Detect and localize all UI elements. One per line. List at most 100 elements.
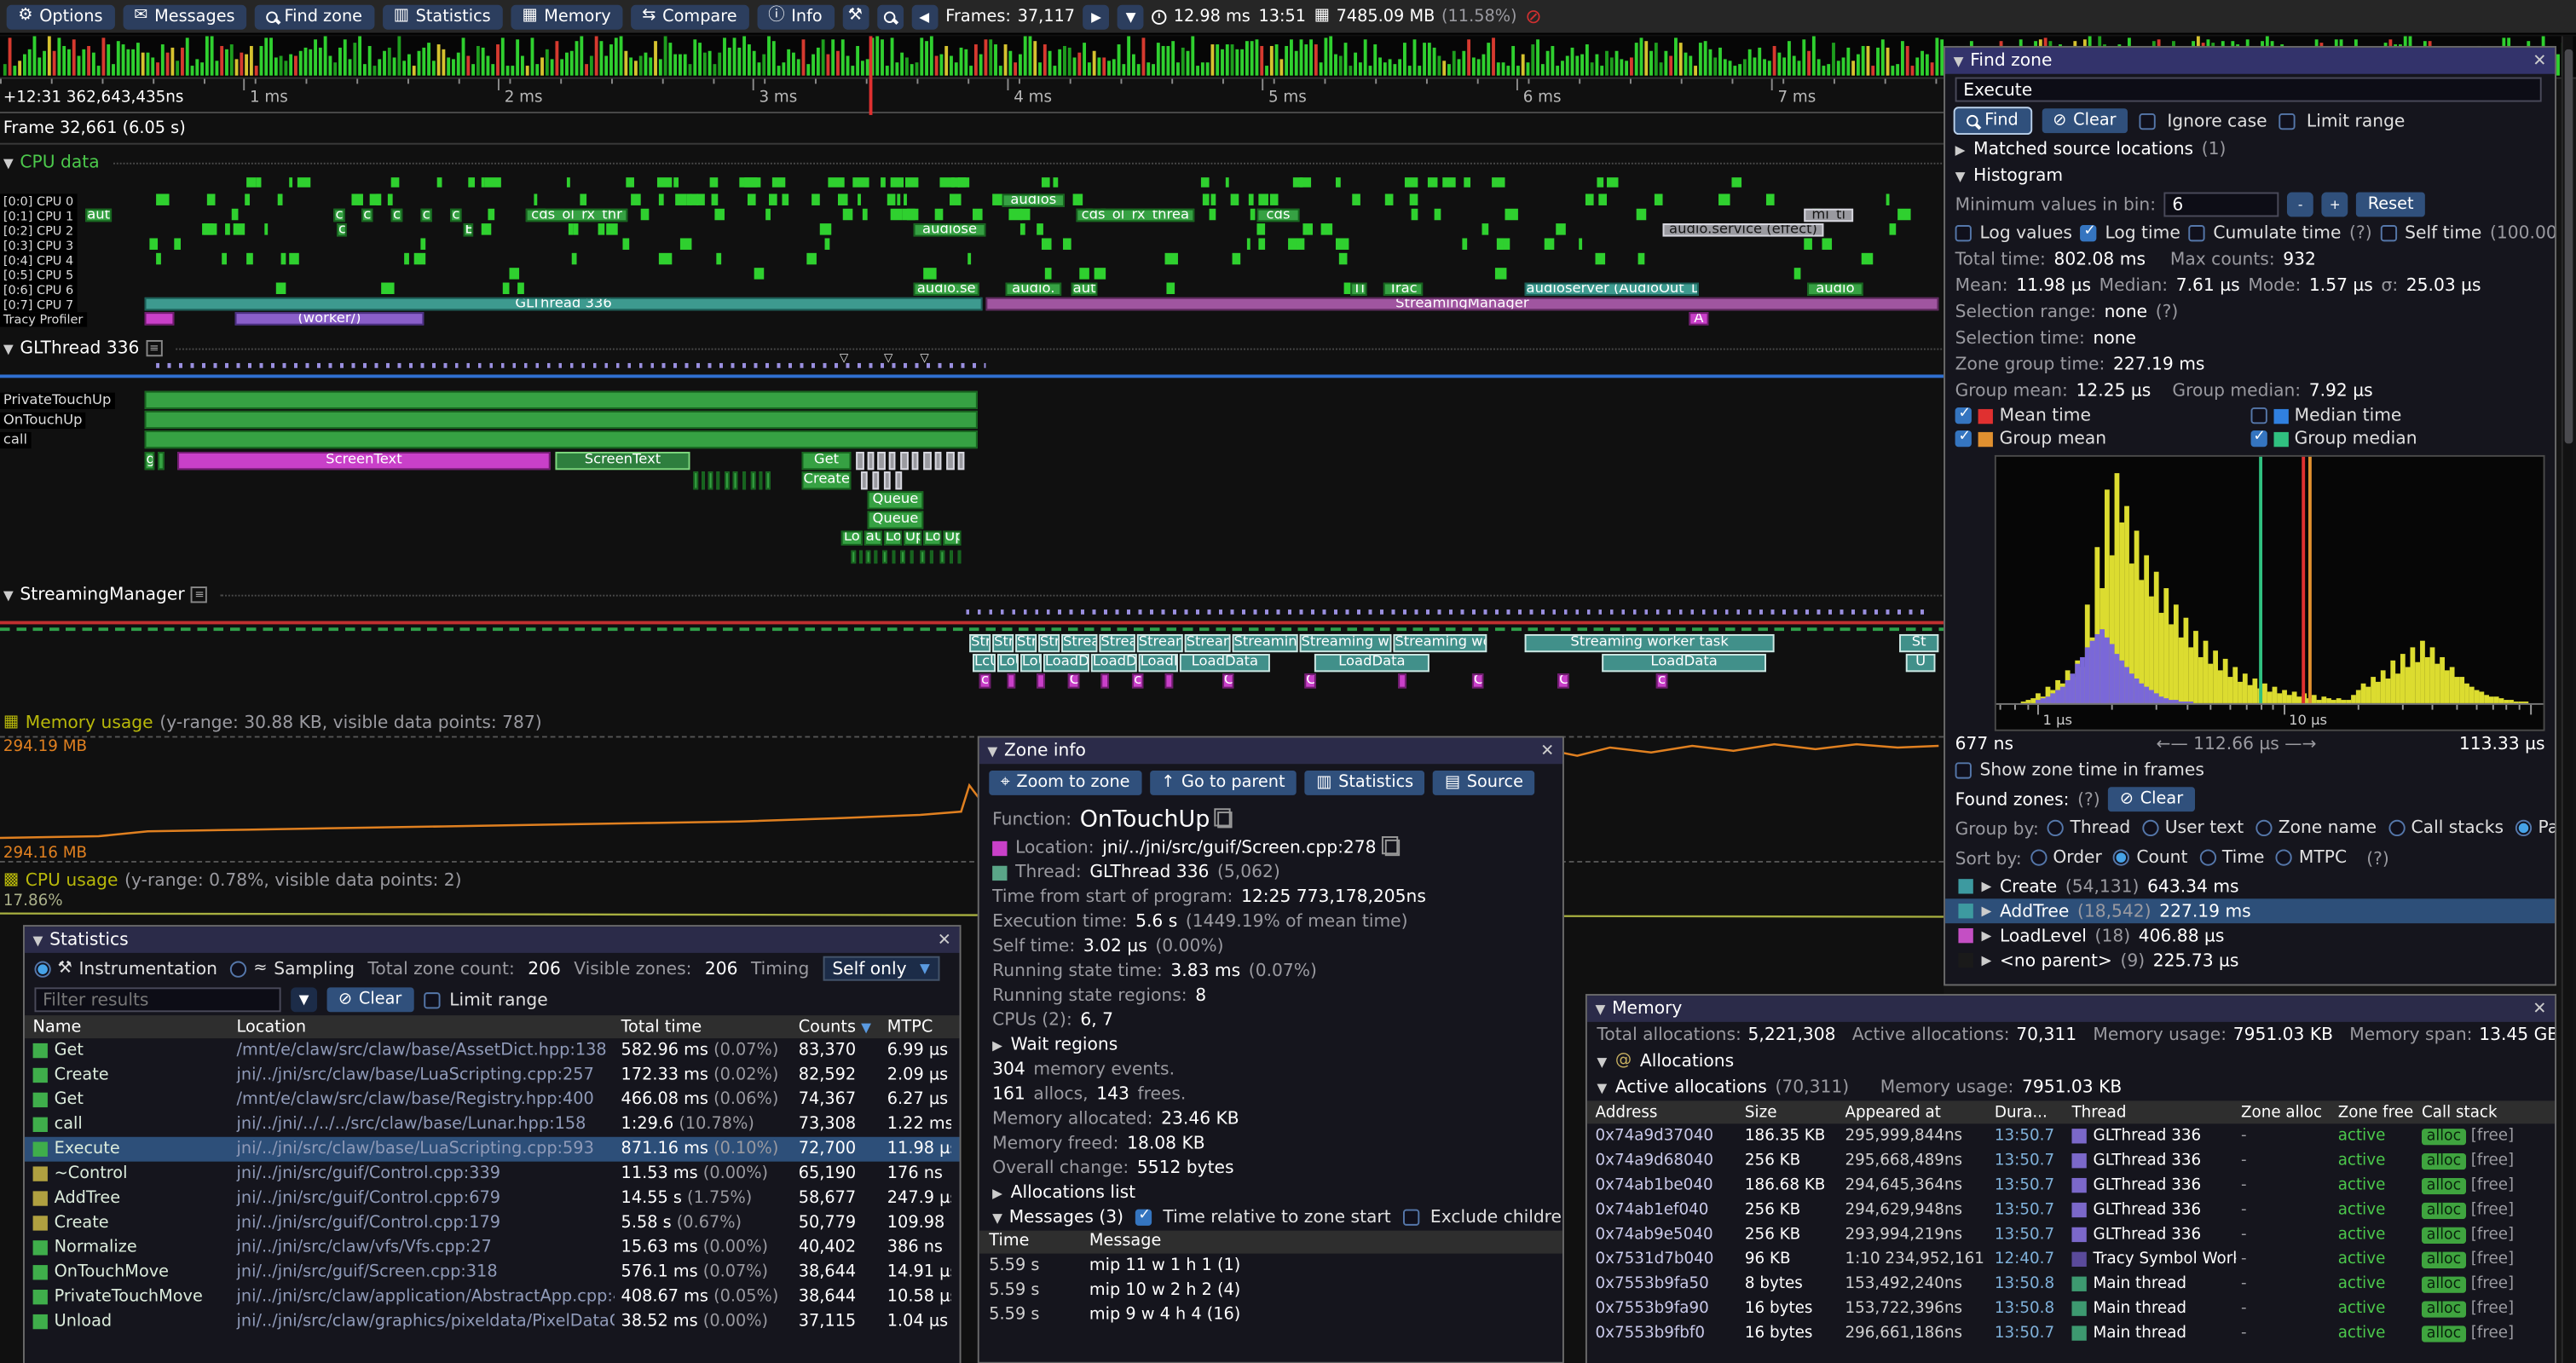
memory-usage-plot[interactable] xyxy=(0,736,1944,863)
cpu-activity-segment[interactable] xyxy=(469,177,476,188)
frame-bar[interactable] xyxy=(1684,52,1688,76)
frame-bar[interactable] xyxy=(373,66,377,76)
cpu-activity-segment[interactable] xyxy=(277,193,283,205)
frame-bar[interactable] xyxy=(585,64,589,76)
timeline-zone[interactable]: LoU xyxy=(1019,654,1042,673)
frame-bar[interactable] xyxy=(412,66,416,76)
frame-bar[interactable] xyxy=(456,52,460,76)
cpu-activity-segment[interactable] xyxy=(1543,238,1554,250)
message-row[interactable]: 5.59 s mip 11 w 1 h 1 (1) xyxy=(979,1253,1562,1278)
frame-bar[interactable] xyxy=(505,66,510,76)
memory-row[interactable]: 0x74a9d68040 256 KB 295,668,489ns 13:50.7 GL… xyxy=(1587,1148,2555,1173)
frame-bar[interactable] xyxy=(442,49,446,76)
timeline-zone[interactable] xyxy=(923,452,932,471)
timeline-zone[interactable] xyxy=(144,312,175,326)
frame-bar[interactable] xyxy=(792,52,795,76)
timeline-zone[interactable] xyxy=(1037,673,1045,689)
cpu-activity-segment[interactable] xyxy=(1232,252,1240,265)
cpu-activity-segment[interactable] xyxy=(1655,193,1663,205)
cpu-activity-segment[interactable] xyxy=(631,193,642,205)
cpu-activity-segment[interactable] xyxy=(1009,208,1021,221)
frame-bar[interactable] xyxy=(762,54,766,76)
timeline-zone[interactable] xyxy=(716,471,720,490)
message-dots[interactable] xyxy=(156,362,986,368)
timeline-zone[interactable]: E xyxy=(463,223,474,237)
cpu-activity-segment[interactable] xyxy=(1343,282,1351,295)
min-bin-input[interactable] xyxy=(2163,192,2279,217)
cpu-activity-segment[interactable] xyxy=(1288,238,1299,250)
cpu-activity-segment[interactable] xyxy=(480,223,492,235)
instrumentation-radio[interactable]: ⚒ Instrumentation xyxy=(34,959,217,979)
cpu-activity-segment[interactable] xyxy=(246,177,257,188)
cpu-activity-segment[interactable] xyxy=(1257,223,1265,235)
frame-bar[interactable] xyxy=(1023,36,1027,76)
timeline-zone[interactable] xyxy=(1007,673,1016,689)
cpu-activity-segment[interactable] xyxy=(680,238,691,250)
close-icon[interactable]: ✕ xyxy=(1540,742,1555,760)
cpu-activity-segment[interactable] xyxy=(903,193,907,205)
timeline-zone[interactable] xyxy=(888,452,896,471)
cpu-activity-segment[interactable] xyxy=(621,238,630,250)
frame-bar[interactable] xyxy=(708,50,712,76)
timing-select[interactable]: Self only ▼ xyxy=(822,956,940,981)
frame-bar[interactable] xyxy=(787,49,791,76)
frame-bar[interactable] xyxy=(314,39,317,76)
frame-bar[interactable] xyxy=(1349,66,1353,76)
frame-bar[interactable] xyxy=(1516,66,1520,76)
cpu-activity-segment[interactable] xyxy=(1595,252,1606,265)
frame-bar[interactable] xyxy=(624,50,628,76)
frame-bar[interactable] xyxy=(309,49,313,76)
frame-bar[interactable] xyxy=(989,39,993,76)
cpu-activity-segment[interactable] xyxy=(1427,177,1439,188)
frame-bar[interactable] xyxy=(1083,43,1087,76)
frame-bar[interactable] xyxy=(234,59,239,76)
frame-bar[interactable] xyxy=(1600,66,1604,76)
col-size[interactable]: Size xyxy=(1744,1103,1777,1122)
histogram-expander[interactable]: ▼ Histogram xyxy=(1945,163,2555,189)
zoom-to-zone-button[interactable]: ⌖ Zoom to zone xyxy=(989,770,1142,795)
frame-bar[interactable] xyxy=(38,57,42,76)
timeline-zone[interactable]: LoadData xyxy=(1179,654,1270,673)
frame-bar[interactable] xyxy=(910,64,914,76)
stats-row-get[interactable]: Get/mnt/e/claw/src/claw/base/Registry.hp… xyxy=(25,1088,960,1112)
frame-bar[interactable] xyxy=(629,57,633,76)
frame-bar[interactable] xyxy=(1398,59,1402,76)
frame-bar[interactable] xyxy=(644,52,648,76)
frame-bar[interactable] xyxy=(274,57,278,76)
cpu-activity-segment[interactable] xyxy=(881,177,886,188)
timeline-zone[interactable]: Streaming xyxy=(1136,633,1183,653)
timeline-zone[interactable]: cds xyxy=(1256,208,1300,222)
timeline-zone[interactable]: (worker/) xyxy=(234,312,425,326)
timeline-zone[interactable]: audio.se xyxy=(913,282,979,296)
memory-row[interactable]: 0x74ab1be040 186.68 KB 294,645,364ns 13:50.… xyxy=(1587,1173,2555,1198)
frame-bar[interactable] xyxy=(1738,64,1742,76)
frame-bar[interactable] xyxy=(407,54,411,76)
cpu-activity-segment[interactable] xyxy=(156,193,170,205)
timeline-zone[interactable] xyxy=(920,550,926,564)
frame-bar[interactable] xyxy=(195,59,199,76)
frame-bar[interactable] xyxy=(718,52,722,76)
frame-bar[interactable] xyxy=(545,49,549,76)
frame-bar[interactable] xyxy=(1363,39,1367,76)
frame-bar[interactable] xyxy=(1802,39,1806,76)
frame-bar[interactable] xyxy=(3,64,7,76)
frame-bar[interactable] xyxy=(826,54,830,76)
frame-bar[interactable] xyxy=(1018,54,1022,76)
frame-bar[interactable] xyxy=(1772,45,1776,76)
cpu-activity-segment[interactable] xyxy=(1292,177,1302,188)
timeline-zone[interactable]: C xyxy=(1067,673,1080,689)
timeline-zone[interactable] xyxy=(957,550,962,564)
frame-bar[interactable] xyxy=(1117,44,1121,76)
timeline-zone[interactable]: Streaming wo xyxy=(1232,633,1298,653)
frame-bar[interactable] xyxy=(1146,62,1151,76)
frame-bar[interactable] xyxy=(984,39,988,76)
find-zone-query-input[interactable] xyxy=(1955,77,2542,102)
cpu-activity-segment[interactable] xyxy=(233,223,245,235)
cpu-activity-segment[interactable] xyxy=(1598,193,1608,205)
frame-bar[interactable] xyxy=(599,41,604,76)
frame-bar[interactable] xyxy=(702,52,707,76)
cpu-activity-segment[interactable] xyxy=(487,208,494,221)
frame-bar[interactable] xyxy=(727,47,731,76)
frame-bar[interactable] xyxy=(1713,57,1718,76)
frame-bar[interactable] xyxy=(614,38,618,76)
